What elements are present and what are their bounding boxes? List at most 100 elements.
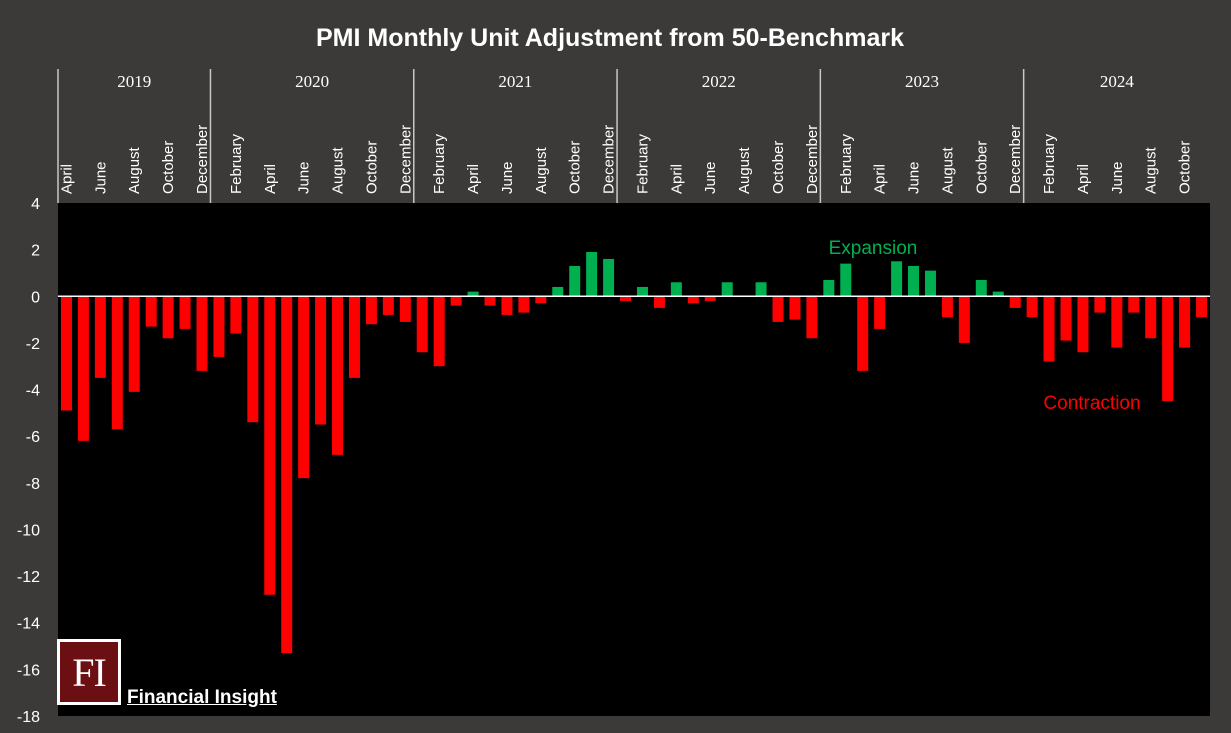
logo-letters: FI: [72, 649, 107, 695]
bar-2024-01: [1026, 296, 1038, 318]
bar-2020-04: [264, 296, 276, 595]
month-tick-label: August: [126, 146, 143, 194]
bar-2024-08: [1145, 296, 1157, 339]
month-tick-label: June: [1109, 161, 1126, 194]
bar-2022-09: [755, 282, 767, 297]
month-tick-label: August: [330, 146, 347, 194]
bar-2024-04: [1077, 296, 1089, 353]
bar-2024-10: [1179, 296, 1191, 348]
bar-2021-08: [535, 296, 547, 304]
bar-2024-03: [1060, 296, 1072, 341]
month-tick-label: October: [363, 141, 380, 194]
bar-2020-03: [247, 296, 259, 423]
month-tick-label: December: [397, 125, 414, 194]
bar-2022-11: [789, 296, 801, 320]
chart-title: PMI Monthly Unit Adjustment from 50-Benc…: [316, 24, 904, 52]
bars: [60, 251, 1208, 654]
bar-2022-12: [806, 296, 818, 339]
bar-2019-12: [196, 296, 208, 371]
bar-2023-03: [857, 296, 869, 371]
year-label: 2019: [117, 72, 151, 91]
bar-2019-08: [128, 296, 140, 392]
month-tick-label: April: [58, 164, 75, 194]
y-tick-label: 0: [31, 289, 40, 306]
bar-2020-07: [315, 296, 327, 425]
month-tick-label: April: [1075, 164, 1092, 194]
bar-2022-10: [772, 296, 784, 322]
month-tick-label: December: [804, 125, 821, 194]
bar-2021-09: [552, 286, 564, 297]
month-tick-label: October: [160, 141, 177, 194]
bar-2024-05: [1094, 296, 1106, 313]
month-tick-label: August: [533, 146, 550, 194]
bar-2023-06: [908, 265, 920, 297]
year-label: 2022: [702, 72, 736, 91]
month-tick-label: April: [465, 164, 482, 194]
bar-2019-06: [94, 296, 106, 378]
bar-2023-09: [958, 296, 970, 343]
bar-2022-02: [636, 286, 648, 297]
bar-2020-11: [382, 296, 394, 315]
bar-2022-01: [620, 296, 632, 301]
year-label: 2020: [295, 72, 329, 91]
y-tick-label: -18: [17, 709, 40, 726]
month-tick-label: October: [973, 141, 990, 194]
bar-2024-09: [1162, 296, 1174, 402]
y-tick-label: -12: [17, 569, 40, 586]
month-tick-label: June: [92, 161, 109, 194]
bar-2019-05: [77, 296, 89, 441]
month-tick-label: April: [262, 164, 279, 194]
bar-2020-01: [213, 296, 225, 357]
bar-2022-07: [721, 282, 733, 297]
month-tick-label: February: [838, 133, 855, 194]
y-tick-label: -6: [26, 429, 40, 446]
year-label: 2021: [498, 72, 532, 91]
bar-2021-06: [501, 296, 513, 315]
y-tick-label: -10: [17, 522, 40, 539]
bar-2021-01: [416, 296, 428, 353]
bar-2019-04: [60, 296, 72, 411]
bar-2023-01: [823, 279, 835, 297]
bar-2023-07: [924, 270, 936, 297]
month-tick-label: August: [736, 146, 753, 194]
month-tick-label: August: [1143, 146, 1160, 194]
year-label: 2023: [905, 72, 939, 91]
month-tick-label: April: [872, 164, 889, 194]
y-tick-label: -4: [26, 383, 40, 400]
month-tick-label: February: [1041, 133, 1058, 194]
bar-2020-08: [332, 296, 344, 455]
bar-2021-11: [586, 251, 598, 297]
year-label: 2024: [1100, 72, 1135, 91]
bar-2020-02: [230, 296, 242, 334]
bar-2024-02: [1043, 296, 1055, 362]
month-tick-label: February: [634, 133, 651, 194]
month-tick-label: December: [1007, 125, 1024, 194]
bar-2024-07: [1128, 296, 1140, 313]
month-tick-label: June: [499, 161, 516, 194]
bar-2021-02: [433, 296, 445, 367]
month-tick-label: December: [601, 125, 618, 194]
month-tick-label: June: [296, 161, 313, 194]
brand-name: Financial Insight: [127, 687, 277, 708]
month-tick-label: June: [702, 161, 719, 194]
bar-2019-11: [179, 296, 191, 329]
bar-2020-06: [298, 296, 310, 479]
month-tick-label: February: [431, 133, 448, 194]
bar-2020-12: [399, 296, 411, 322]
month-tick-label: October: [770, 141, 787, 194]
bar-2019-10: [162, 296, 174, 339]
bar-2022-03: [653, 296, 665, 308]
bar-2021-03: [450, 296, 462, 306]
bar-2021-12: [603, 258, 615, 297]
bar-2019-09: [145, 296, 157, 327]
month-tick-label: June: [906, 161, 923, 194]
bar-2020-10: [365, 296, 377, 325]
y-tick-label: 2: [31, 243, 40, 260]
month-tick-label: February: [228, 133, 245, 194]
bar-2023-10: [975, 279, 987, 297]
bar-2022-06: [704, 296, 716, 301]
bar-2023-04: [874, 296, 886, 329]
bar-2024-06: [1111, 296, 1123, 348]
month-axis: April June August October December February Ap…: [58, 125, 1193, 194]
